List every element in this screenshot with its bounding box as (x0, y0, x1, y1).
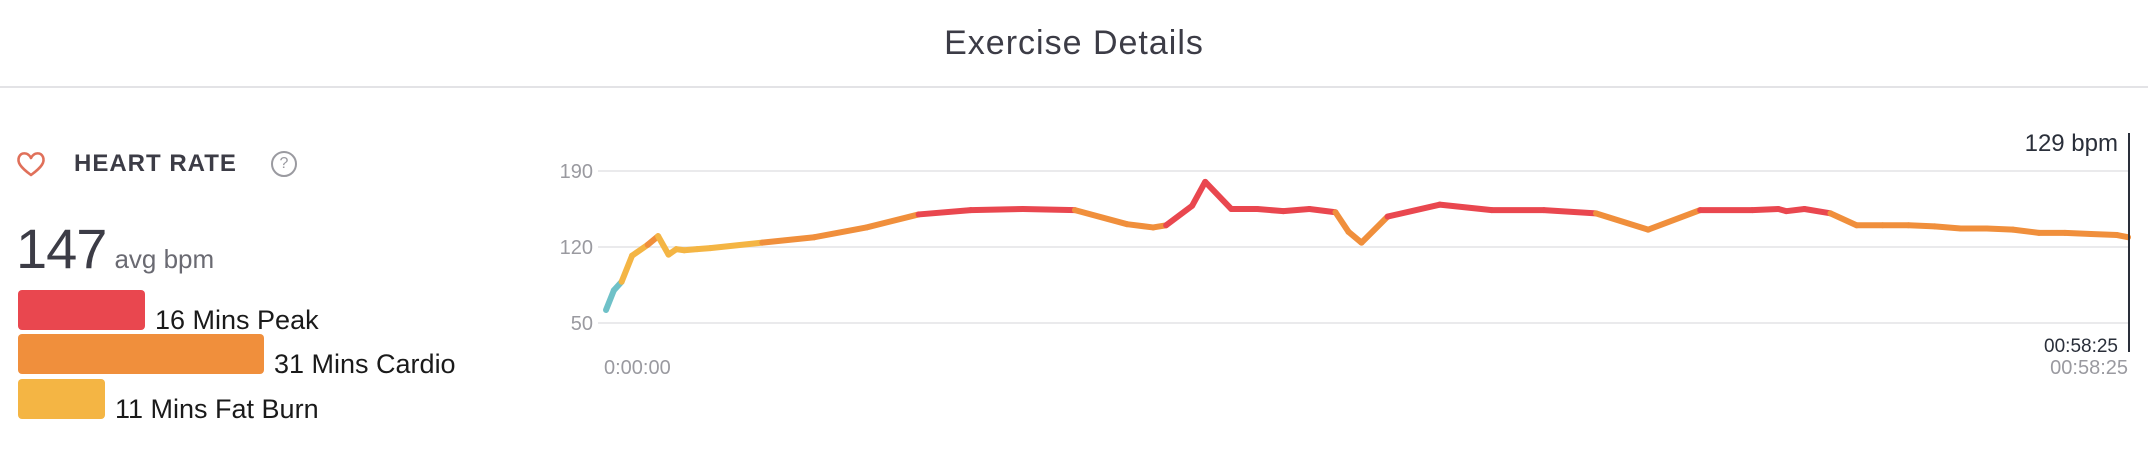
heart-rate-segment (629, 241, 651, 259)
page-title: Exercise Details (944, 23, 1204, 62)
heart-rate-segment (967, 206, 1026, 214)
heart-rate-segment (1436, 201, 1495, 214)
heart-rate-segment (2009, 226, 2042, 236)
heart-rate-segment (1783, 206, 1808, 215)
heart-rate-line (603, 178, 2131, 313)
cursor-bpm-readout: 129 bpm (2025, 130, 2118, 157)
heart-rate-segment (759, 234, 818, 246)
y-tick-label: 50 (571, 313, 593, 335)
zone-fat-burn-label: 11 Mins Fat Burn (115, 393, 319, 424)
heart-rate-segment (1124, 221, 1157, 231)
avg-bpm-value: 147 (16, 217, 107, 280)
heart-rate-segment (2061, 229, 2095, 237)
heart-rate-segment (1071, 207, 1131, 228)
zone-cardio-label: 31 Mins Cardio (274, 348, 456, 379)
x-end-label: 00:58:25 (2050, 357, 2128, 379)
zone-cardio-bar (18, 334, 264, 374)
chart-gridlines (598, 170, 2128, 324)
zone-peak: 16 Mins Peak (18, 290, 319, 335)
heart-rate-segment (1254, 206, 1287, 215)
heart-rate-segment (2114, 232, 2131, 241)
heart-rate-segment (1189, 178, 1209, 209)
heart-rate-segment (1202, 178, 1235, 212)
y-tick-label: 190 (560, 161, 593, 183)
heart-rate-segment (1749, 206, 1782, 214)
zone-fat-burn-bar (18, 379, 105, 419)
heart-rate-segment (707, 239, 766, 252)
heart-rate-segment (2088, 230, 2121, 239)
heart-rate-segment (655, 233, 672, 258)
heart-rate-segment (1019, 206, 1078, 214)
heart-rate-segment (1540, 207, 1600, 217)
heart-icon (17, 152, 45, 177)
heart-rate-section-header: HEART RATE ? (16, 150, 297, 178)
avg-bpm-unit: avg bpm (114, 244, 215, 274)
heart-rate-segment (1827, 210, 1860, 229)
heart-rate-segment (811, 224, 870, 241)
heart-rate-segment (603, 287, 617, 313)
heart-rate-segment (1306, 206, 1339, 216)
heart-rate-segment (618, 252, 636, 285)
x-start-label: 0:00:00 (604, 357, 671, 379)
heart-rate-segment (1905, 222, 1938, 230)
heart-rate-segment (1332, 209, 1352, 235)
page-header: Exercise Details (0, 0, 2148, 88)
heart-rate-segment (915, 207, 974, 218)
heart-rate-segment (1384, 201, 1443, 220)
heart-rate-segment (1983, 225, 2016, 233)
help-icon[interactable]: ? (270, 151, 297, 177)
y-tick-label: 120 (560, 237, 593, 259)
zone-cardio: 31 Mins Cardio (18, 334, 456, 379)
heart-rate-segment (1931, 223, 1964, 232)
heart-rate-segment (1163, 202, 1196, 229)
heart-rate-segment (1593, 210, 1652, 233)
heart-rate-title: HEART RATE (74, 150, 237, 177)
zone-peak-label: 16 Mins Peak (155, 304, 319, 335)
zone-fat-burn: 11 Mins Fat Burn (18, 379, 319, 424)
heart-rate-segment (1280, 206, 1313, 215)
heart-rate-segment (863, 211, 922, 231)
zone-peak-bar (18, 290, 145, 330)
heart-rate-segment (1358, 213, 1391, 246)
chart-y-ticks: 50 120 190 (560, 161, 593, 335)
average-heart-rate: 147 avg bpm (16, 216, 214, 281)
heart-rate-segment (1645, 207, 1704, 233)
cursor-time-readout: 00:58:25 (2044, 336, 2118, 357)
heart-rate-segment (1801, 206, 1834, 217)
